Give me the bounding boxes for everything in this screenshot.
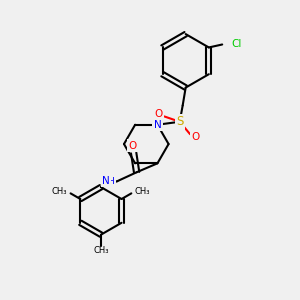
Text: Cl: Cl (231, 40, 242, 50)
Text: O: O (128, 140, 136, 151)
Text: O: O (155, 109, 163, 119)
Text: S: S (176, 115, 183, 128)
Text: CH₃: CH₃ (93, 246, 109, 255)
Text: N: N (102, 176, 110, 186)
Text: CH₃: CH₃ (135, 187, 150, 196)
Text: H: H (108, 177, 114, 186)
Text: N: N (154, 120, 161, 130)
Text: O: O (191, 132, 200, 142)
Text: CH₃: CH₃ (52, 187, 67, 196)
